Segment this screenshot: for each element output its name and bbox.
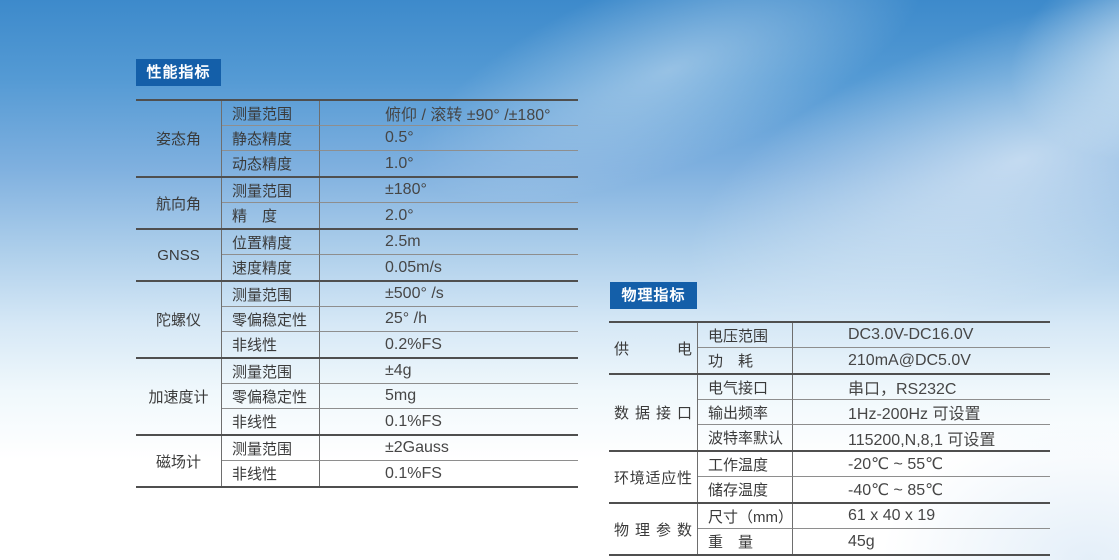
spec-category-cell: 数据接口: [609, 375, 698, 450]
spec-param-cell: 非线性: [222, 332, 320, 357]
spec-group: 陀螺仪 测量范围 ±500° /s 零偏稳定性 25° /h 非线性 0.2%FS: [136, 282, 578, 359]
spec-group: GNSS 位置精度 2.5m 速度精度 0.05m/s: [136, 230, 578, 282]
spec-category-cell: 供 电: [609, 323, 698, 373]
spec-param-cell: 零偏稳定性: [222, 384, 320, 409]
spec-group: 物理参数 尺寸（mm） 61 x 40 x 19 重 量 45g: [609, 504, 1050, 554]
spec-param-cell: 零偏稳定性: [222, 307, 320, 332]
spec-value-cell: 0.1%FS: [385, 464, 442, 482]
spec-category-cell: 航向角: [136, 178, 222, 228]
spec-param-cell: 位置精度: [222, 230, 320, 255]
spec-category-cell: 姿态角: [136, 101, 222, 176]
spec-value-cell: 2.5m: [320, 230, 578, 255]
spec-param-cell: 功 耗: [698, 348, 793, 373]
spec-category-cell: 陀螺仪: [136, 282, 222, 357]
spec-category-cell: 环境适应性: [609, 452, 698, 502]
spec-group: 数据接口 电气接口 串口，RS232C 输出频率 1Hz-200Hz 可设置 波特率默认 1…: [609, 375, 1050, 452]
spec-param-cell: 储存温度: [698, 477, 793, 502]
spec-value-cell: ±2Gauss: [320, 436, 578, 461]
spec-group: 姿态角 测量范围 俯仰 / 滚转 ±90° /±180° 静态精度 0.5° 动态精度 1.…: [136, 101, 578, 178]
spec-group: 磁场计 测量范围 ±2Gauss 非线性 0.1%FS: [136, 436, 578, 486]
spec-group: 加速度计 测量范围 ±4g 零偏稳定性 5mg 非线性 0.1%FS: [136, 359, 578, 436]
spec-param-cell: 非线性: [222, 461, 320, 486]
spec-param-cell: 电压范围: [698, 323, 793, 348]
spec-value-cell: 210mA@DC5.0V: [848, 351, 971, 369]
spec-value-cell: 61 x 40 x 19: [793, 504, 1050, 529]
spec-value-cell: 0.5°: [320, 126, 578, 151]
spec-param-cell: 测量范围: [222, 178, 320, 203]
spec-value-cell: ±500° /s: [320, 282, 578, 307]
performance-spec-table: 姿态角 测量范围 俯仰 / 滚转 ±90° /±180° 静态精度 0.5° 动态精度 1.…: [136, 99, 578, 488]
spec-value-cell: 25° /h: [320, 307, 578, 332]
spec-param-cell: 工作温度: [698, 452, 793, 477]
spec-param-cell: 动态精度: [222, 151, 320, 176]
physical-spec-section: 物理指标 供 电电压范围 DC3.0V-DC16.0V 功 耗 210mA@DC5.0…: [609, 282, 1050, 556]
spec-param-cell: 测量范围: [222, 282, 320, 307]
spec-param-cell: 重 量: [698, 529, 793, 554]
spec-value-cell: 2.0°: [385, 206, 414, 224]
spec-value-cell: 5mg: [320, 384, 578, 409]
spec-category-cell: 加速度计: [136, 359, 222, 434]
physical-spec-table: 供 电电压范围 DC3.0V-DC16.0V 功 耗 210mA@DC5.0V 数据接口…: [609, 321, 1050, 556]
spec-category-cell: 物理参数: [609, 504, 698, 554]
spec-value-cell: DC3.0V-DC16.0V: [793, 323, 1050, 348]
spec-param-cell: 非线性: [222, 409, 320, 434]
spec-value-cell: ±180°: [320, 178, 578, 203]
performance-section-title-badge: 性能指标: [136, 59, 221, 86]
spec-param-cell: 电气接口: [698, 375, 793, 400]
spec-value-cell: 串口，RS232C: [793, 375, 1050, 400]
spec-category-cell: GNSS: [136, 230, 222, 280]
spec-param-cell: 静态精度: [222, 126, 320, 151]
spec-value-cell: 45g: [848, 532, 875, 550]
spec-group: 供 电电压范围 DC3.0V-DC16.0V 功 耗 210mA@DC5.0V: [609, 323, 1050, 375]
spec-value-cell: 俯仰 / 滚转 ±90° /±180°: [320, 101, 578, 126]
spec-value-cell: 115200,N,8,1 可设置: [848, 431, 996, 449]
performance-spec-section: 性能指标 姿态角 测量范围 俯仰 / 滚转 ±90° /±180° 静态精度 0.5° 动…: [136, 59, 578, 488]
spec-value-cell: -40℃ ~ 85℃: [848, 481, 944, 499]
spec-value-cell: 0.1%FS: [385, 412, 442, 430]
cloud-patch: [977, 0, 1119, 201]
spec-value-cell: -20℃ ~ 55℃: [793, 452, 1050, 477]
spec-category-cell: 磁场计: [136, 436, 222, 486]
spec-param-cell: 测量范围: [222, 101, 320, 126]
spec-value-cell: 1Hz-200Hz 可设置: [793, 400, 1050, 425]
spec-param-cell: 测量范围: [222, 359, 320, 384]
spec-value-cell: ±4g: [320, 359, 578, 384]
physical-section-title-badge: 物理指标: [610, 282, 697, 309]
spec-param-cell: 尺寸（mm）: [698, 504, 793, 529]
spec-value-cell: 0.2%FS: [385, 335, 442, 353]
spec-param-cell: 速度精度: [222, 255, 320, 280]
spec-param-cell: 波特率默认: [698, 425, 793, 450]
spec-value-cell: 0.05m/s: [385, 258, 442, 276]
spec-param-cell: 测量范围: [222, 436, 320, 461]
spec-group: 航向角 测量范围 ±180° 精 度 2.0°: [136, 178, 578, 230]
spec-param-cell: 输出频率: [698, 400, 793, 425]
spec-param-cell: 精 度: [222, 203, 320, 228]
spec-value-cell: 1.0°: [385, 154, 414, 172]
spec-group: 环境适应性 工作温度 -20℃ ~ 55℃ 储存温度 -40℃ ~ 85℃: [609, 452, 1050, 504]
